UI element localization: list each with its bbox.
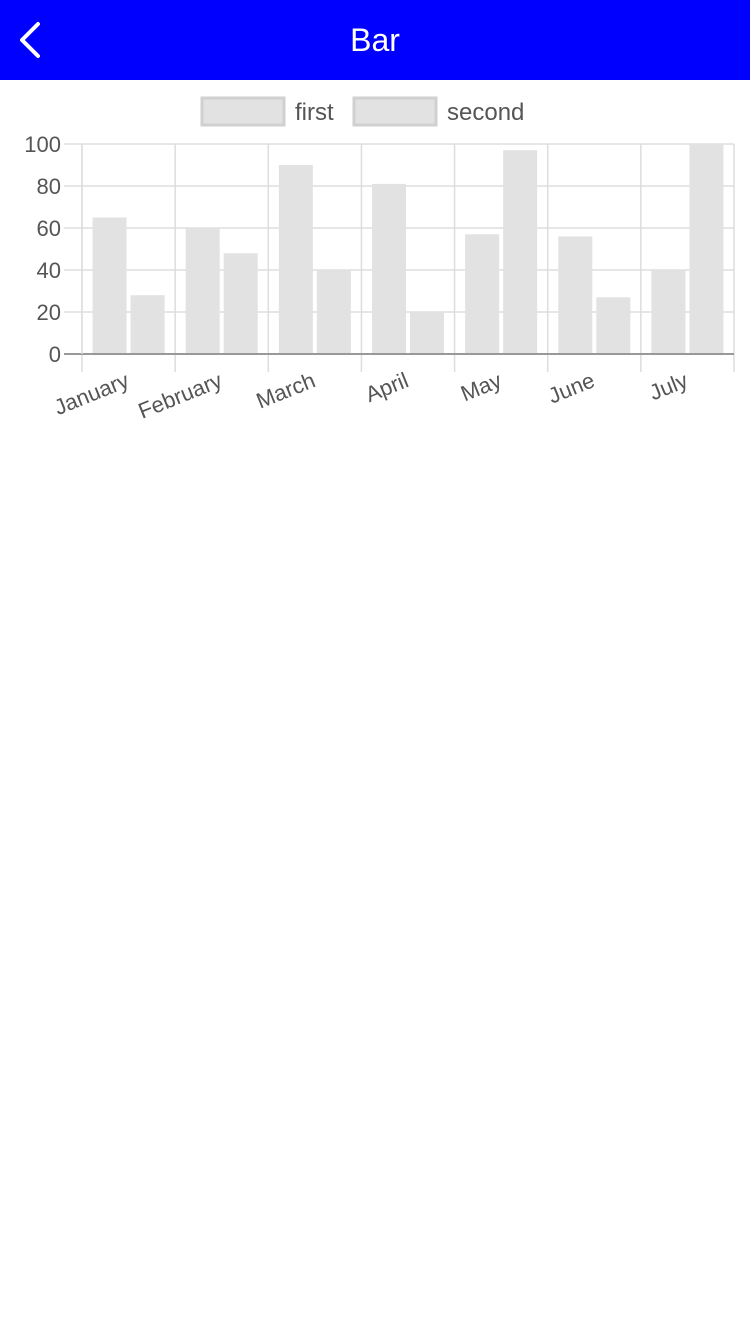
x-tick-label: July — [646, 367, 692, 405]
bar-second-february[interactable] — [223, 253, 258, 354]
nav-bar: Bar — [0, 0, 750, 80]
bar-second-june[interactable] — [596, 297, 631, 354]
y-tick-label: 0 — [49, 342, 61, 367]
bar-first-june[interactable] — [558, 236, 593, 354]
y-tick-label: 100 — [24, 132, 61, 157]
page-title: Bar — [350, 22, 400, 58]
bar-second-march[interactable] — [316, 270, 351, 354]
bar-second-january[interactable] — [130, 295, 165, 354]
x-tick-label: May — [457, 367, 505, 406]
bar-second-may[interactable] — [503, 150, 538, 354]
back-button[interactable] — [0, 0, 80, 80]
x-tick-label: February — [135, 367, 226, 423]
bar-second-april[interactable] — [410, 312, 444, 354]
legend-item[interactable]: first — [200, 96, 334, 127]
y-tick-label: 20 — [37, 300, 61, 325]
bar-first-may[interactable] — [465, 234, 500, 354]
x-tick-label: April — [362, 367, 412, 407]
x-tick-label: March — [253, 367, 319, 413]
x-tick-label: January — [50, 367, 132, 420]
y-tick-label: 40 — [37, 258, 61, 283]
chart-legend: first second — [200, 96, 524, 127]
legend-swatch — [200, 96, 286, 127]
x-tick-label: June — [545, 367, 599, 408]
bar-first-march[interactable] — [278, 165, 313, 354]
legend-item[interactable]: second — [352, 96, 524, 127]
y-tick-label: 80 — [37, 174, 61, 199]
bar-first-february[interactable] — [185, 228, 220, 354]
chevron-left-icon — [20, 22, 40, 58]
bar-second-july[interactable] — [689, 144, 724, 354]
bar-chart: first second 0 20 40 60 80 100 January February M… — [24, 96, 735, 424]
bar-first-april[interactable] — [372, 183, 406, 354]
y-tick-label: 60 — [37, 216, 61, 241]
legend-label: first — [295, 99, 334, 126]
chart-container: first second 0 20 40 60 80 100 January February M… — [0, 80, 750, 450]
bar-first-july[interactable] — [651, 270, 686, 354]
chart-bars — [92, 144, 724, 355]
legend-label: second — [447, 99, 524, 126]
legend-swatch — [352, 96, 438, 127]
bar-first-january[interactable] — [92, 217, 127, 355]
